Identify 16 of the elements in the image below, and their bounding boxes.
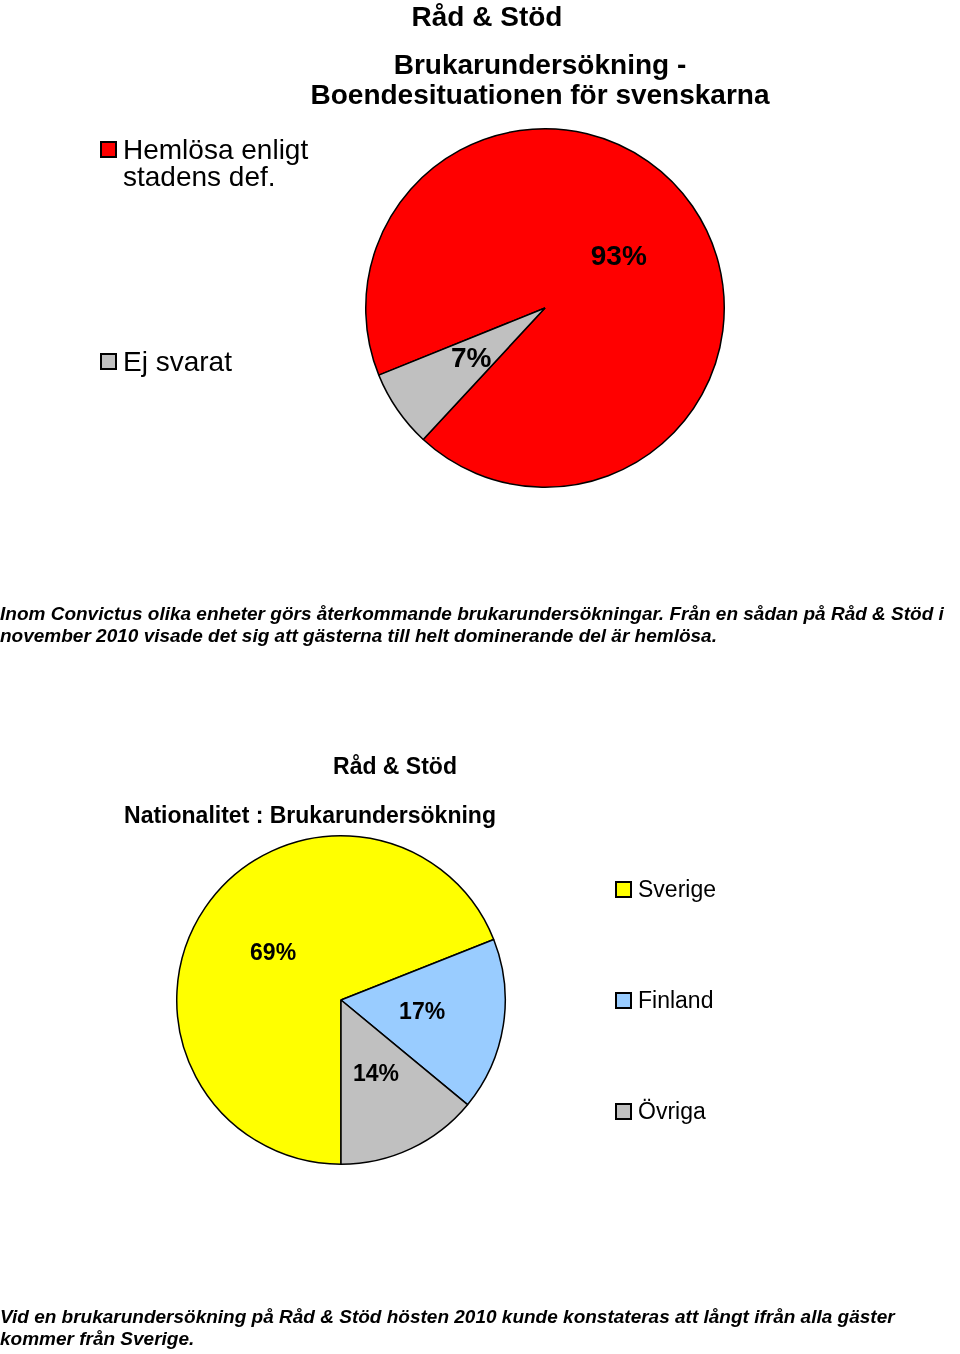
chart-title: Råd & Stöd [410,0,564,34]
legend-label: Finland [638,986,715,1014]
data-label: 17% [399,998,446,1025]
legend-label: Övriga [638,1097,707,1125]
chart-subtitle: Brukarundersökning - Boendesituationen för svenskarna [309,49,771,110]
chart-title: Råd & Stöd [332,752,458,781]
data-label: 14% [352,1059,399,1086]
chart-subtitle: Nationalitet : Brukarundersökning [123,801,497,829]
legend-label: Hemlösa enligt stadens def. [123,134,310,192]
data-label: 69% [250,939,297,966]
data-label: 7% [450,341,492,373]
text: Vid en brukarundersökning på Råd & Stöd hösten 2010 kunde konstateras att långt ifrån alla gäster kommer från Sverige. [0,1306,897,1350]
text: Inom Convictus olika enheter görs återkommande brukarundersökningar. Från en sådan på Råd & Stöd i november 2010 visade det sig att gästerna till helt dominerande del är hemlösa. [0,603,945,647]
legend-label: Ej svarat [123,346,233,377]
legend-label: Sverige [638,875,717,903]
data-label: 93% [590,239,647,271]
